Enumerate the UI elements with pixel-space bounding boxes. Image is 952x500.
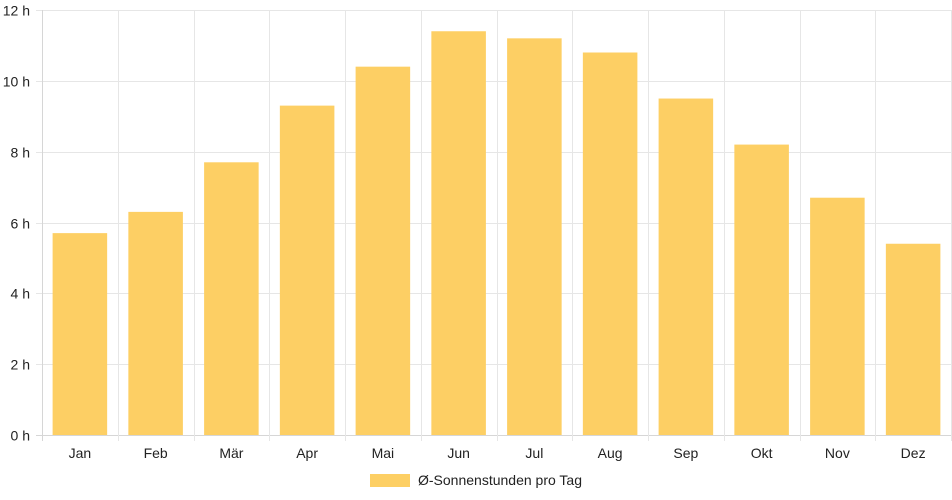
y-tick-label: 4 h <box>11 286 30 302</box>
x-tick-label: Jul <box>525 445 543 461</box>
bar[interactable] <box>128 211 183 435</box>
x-tick-label: Okt <box>751 445 773 461</box>
bar[interactable] <box>734 144 789 436</box>
bar[interactable] <box>885 243 941 435</box>
x-tick-label: Feb <box>144 445 168 461</box>
bars <box>52 31 941 436</box>
bar[interactable] <box>204 162 259 435</box>
x-tick-label: Jan <box>69 445 92 461</box>
bar[interactable] <box>658 98 714 436</box>
bar[interactable] <box>355 66 411 436</box>
bar[interactable] <box>431 31 486 435</box>
y-tick-label: 2 h <box>11 357 30 373</box>
legend[interactable]: Ø-Sonnenstunden pro Tag <box>0 472 952 488</box>
x-tick-label: Nov <box>825 445 850 461</box>
legend-label: Ø-Sonnenstunden pro Tag <box>418 472 582 488</box>
bar-chart: 0 h2 h4 h6 h8 h10 h12 h Jan Feb Mär Apr Mai J… <box>3 3 952 461</box>
y-tick-label: 0 h <box>11 428 30 444</box>
x-tick-label: Dez <box>901 445 926 461</box>
bar[interactable] <box>52 233 108 435</box>
y-tick-label: 10 h <box>3 74 30 90</box>
bar[interactable] <box>582 52 638 436</box>
y-axis-ticks: 0 h 2 h 4 h 6 h 8 h 10 h 12 h <box>3 3 30 444</box>
x-tick-label: Sep <box>673 445 698 461</box>
x-tick-label: Mär <box>219 445 243 461</box>
y-tick-label: 12 h <box>3 3 30 19</box>
grid-lines <box>36 10 952 441</box>
x-tick-label: Apr <box>296 445 318 461</box>
legend-swatch <box>370 473 410 487</box>
x-axis-ticks: Jan Feb Mär Apr Mai Jun Jul Aug Sep Okt Nov Dez <box>69 445 926 461</box>
x-tick-label: Mai <box>372 445 395 461</box>
y-tick-label: 6 h <box>11 216 30 232</box>
x-tick-label: Jun <box>447 445 470 461</box>
bar[interactable] <box>507 38 562 435</box>
bar[interactable] <box>279 105 335 435</box>
bar[interactable] <box>810 197 865 435</box>
x-tick-label: Aug <box>598 445 623 461</box>
y-tick-label: 8 h <box>11 145 30 161</box>
